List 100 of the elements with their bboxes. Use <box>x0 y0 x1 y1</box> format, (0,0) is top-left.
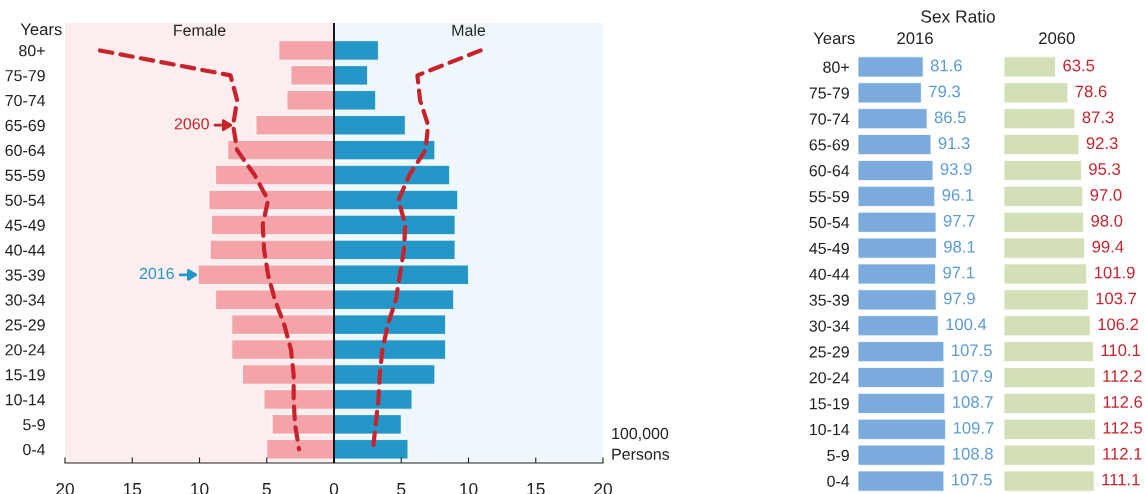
y-tick-label: 30-34 <box>5 294 46 306</box>
data-label: 95.3 <box>1089 163 1121 175</box>
bar <box>211 214 335 236</box>
y-tick-label: 0-4 <box>827 475 850 487</box>
bar <box>858 108 928 130</box>
y-tick-label: 5-9 <box>827 449 849 462</box>
y-tick-label: 35-39 <box>809 294 849 306</box>
bar <box>333 115 406 136</box>
bar <box>858 185 936 207</box>
y-tick-label: 70-74 <box>809 113 850 125</box>
bar <box>858 134 932 156</box>
bar <box>333 414 402 435</box>
y-tick-label: 70-74 <box>5 94 46 107</box>
x-axis-title: 100,000 Persons <box>612 427 670 460</box>
data-label: 93.9 <box>940 163 972 175</box>
y-tick-label: 65-69 <box>5 119 45 132</box>
y-tick-label: 50-54 <box>809 216 850 229</box>
band-label: Female <box>174 24 226 36</box>
y-axis-title: Years <box>20 23 62 36</box>
y-tick-label: 0-4 <box>23 443 46 456</box>
data-label: 107.5 <box>952 344 992 357</box>
bar <box>858 56 924 78</box>
bar <box>1004 392 1096 414</box>
bar <box>271 414 335 435</box>
bar <box>215 164 335 186</box>
bar <box>1004 367 1096 389</box>
y-tick-label: 40-44 <box>809 268 850 280</box>
data-label: 87.3 <box>1082 111 1114 124</box>
y-tick-label: 20-24 <box>809 372 850 384</box>
y-tick-label: 80+ <box>19 45 45 57</box>
bar <box>1004 315 1091 337</box>
data-label: 86.5 <box>934 111 966 124</box>
bar <box>333 439 409 460</box>
y-tick-label: 45-49 <box>5 219 45 231</box>
data-label: 108.7 <box>953 396 993 408</box>
data-label: 98.1 <box>944 240 975 253</box>
bar <box>208 189 335 211</box>
data-label: 78.6 <box>1075 85 1107 98</box>
bar <box>333 189 459 211</box>
data-label: 110.1 <box>1101 344 1141 357</box>
bar <box>858 159 934 181</box>
bar <box>858 367 945 389</box>
data-label: 92.3 <box>1086 137 1118 150</box>
bar <box>858 444 946 466</box>
bar <box>1004 56 1056 78</box>
y-tick-label: 20-24 <box>5 344 46 356</box>
y-tick-label: 15-19 <box>5 369 45 381</box>
bar <box>333 40 379 61</box>
y-tick-label: 10-14 <box>810 423 850 436</box>
data-label: 97.7 <box>943 214 975 227</box>
band-label: Male <box>452 24 486 36</box>
y-tick-label: 75-79 <box>809 87 849 99</box>
y-tick-label: 80+ <box>823 61 849 73</box>
bar <box>1004 444 1096 466</box>
data-label: 97.0 <box>1090 189 1122 201</box>
bar <box>858 82 922 104</box>
bar <box>1004 82 1069 104</box>
bar <box>1004 289 1089 311</box>
data-label: 109.7 <box>953 421 994 434</box>
data-label: 63.5 <box>1063 59 1095 72</box>
bar <box>333 289 455 310</box>
y-tick-label: 60-64 <box>5 144 46 157</box>
bar <box>858 392 946 414</box>
bar <box>1004 263 1088 285</box>
bar <box>333 389 413 410</box>
data-label: 98.0 <box>1091 214 1123 227</box>
bar <box>1004 108 1076 130</box>
data-label: 112.1 <box>1103 447 1142 460</box>
data-label: 112.2 <box>1103 370 1142 382</box>
data-label: 107.5 <box>952 473 992 486</box>
data-label: 101.9 <box>1094 266 1135 279</box>
bar <box>333 339 447 360</box>
y-tick-label: 25-29 <box>5 319 45 331</box>
bar <box>290 65 335 86</box>
bar <box>333 264 469 285</box>
bar <box>1004 211 1084 233</box>
bar <box>858 418 947 440</box>
bar <box>1004 341 1094 363</box>
data-label: 91.3 <box>938 137 970 150</box>
data-label: 108.8 <box>953 447 993 460</box>
data-label: 97.1 <box>943 266 975 279</box>
y-tick-label: 75-79 <box>5 69 45 82</box>
bar <box>1004 237 1086 259</box>
bar <box>231 314 335 335</box>
bar <box>858 315 939 337</box>
data-label: 111.1 <box>1102 473 1140 486</box>
data-label: 96.1 <box>942 189 974 201</box>
bar <box>858 470 945 492</box>
bar <box>1004 159 1082 181</box>
y-tick-label: 45-49 <box>809 242 849 255</box>
chart-subtitle: 2060 <box>1039 32 1075 45</box>
bar <box>1004 134 1080 156</box>
y-tick-label: 65-69 <box>809 139 849 151</box>
y-tick-label: 55-59 <box>5 169 45 182</box>
bar <box>263 389 335 410</box>
bar <box>266 439 335 460</box>
bar <box>333 65 369 86</box>
y-tick-label: 5-9 <box>23 418 45 431</box>
y-tick-label: 25-29 <box>809 346 849 358</box>
data-label: 100.4 <box>946 318 987 331</box>
